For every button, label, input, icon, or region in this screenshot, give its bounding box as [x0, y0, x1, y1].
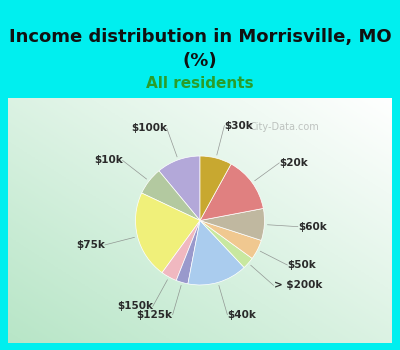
Text: $100k: $100k	[131, 123, 167, 133]
Wedge shape	[200, 208, 264, 240]
Text: $30k: $30k	[224, 121, 253, 131]
Wedge shape	[200, 220, 252, 267]
Text: $10k: $10k	[94, 155, 122, 166]
Text: $60k: $60k	[298, 222, 326, 232]
Text: Income distribution in Morrisville, MO: Income distribution in Morrisville, MO	[9, 28, 391, 46]
Text: $20k: $20k	[279, 158, 308, 168]
Text: All residents: All residents	[146, 76, 254, 91]
Wedge shape	[176, 220, 200, 284]
Wedge shape	[200, 164, 263, 220]
Text: $40k: $40k	[227, 310, 256, 320]
Wedge shape	[200, 220, 261, 258]
Wedge shape	[159, 156, 200, 220]
Text: City-Data.com: City-Data.com	[250, 122, 319, 132]
Text: $50k: $50k	[287, 260, 316, 270]
Wedge shape	[142, 171, 200, 220]
Text: $150k: $150k	[117, 301, 153, 312]
Text: $125k: $125k	[137, 310, 173, 320]
Wedge shape	[162, 220, 200, 280]
Wedge shape	[136, 193, 200, 273]
Wedge shape	[188, 220, 244, 285]
Text: (%): (%)	[183, 52, 217, 70]
Text: > $200k: > $200k	[274, 280, 322, 290]
Text: $75k: $75k	[76, 240, 105, 250]
Wedge shape	[200, 156, 231, 220]
